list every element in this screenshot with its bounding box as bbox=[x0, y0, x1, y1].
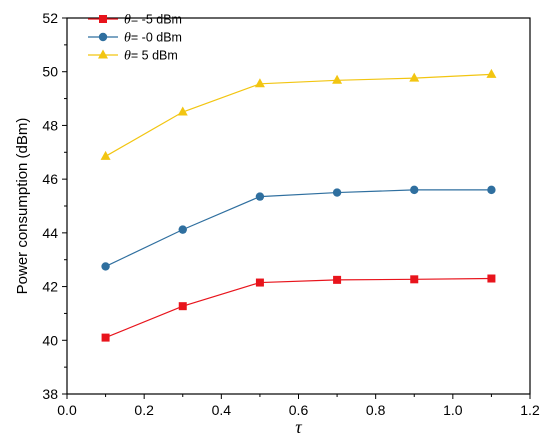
series-3 bbox=[100, 68, 497, 160]
y-tick-label: 46 bbox=[42, 171, 58, 187]
series-layer bbox=[100, 68, 497, 342]
legend-entry: θ= -5 dBm bbox=[88, 13, 182, 28]
data-point bbox=[101, 333, 110, 342]
data-point bbox=[332, 188, 342, 197]
legend-text: = -5 dBm bbox=[131, 13, 182, 27]
legend-marker bbox=[99, 15, 107, 23]
data-point bbox=[178, 225, 187, 234]
data-point bbox=[487, 274, 496, 283]
data-point bbox=[333, 275, 342, 284]
data-point bbox=[486, 68, 497, 78]
y-tick-label: 40 bbox=[42, 332, 58, 348]
x-tick-label: 1.0 bbox=[443, 402, 463, 418]
legend-marker bbox=[98, 49, 108, 59]
series-2 bbox=[101, 185, 496, 271]
x-tick-label: 0.4 bbox=[212, 402, 232, 418]
series-line bbox=[105, 189, 492, 267]
y-tick-label: 50 bbox=[42, 64, 58, 80]
legend-symbol: θ bbox=[124, 49, 131, 64]
data-point bbox=[178, 302, 187, 311]
series-line bbox=[105, 73, 492, 157]
data-point bbox=[410, 185, 419, 195]
data-point bbox=[100, 150, 111, 160]
y-tick-label: 42 bbox=[42, 279, 58, 295]
data-point bbox=[487, 185, 496, 195]
axes: 0.0 0.2 0.4 0.6 0.8 1.0 1.2 38 40 42 44 46 48 50 52 bbox=[42, 10, 540, 418]
legend-label: θ= -5 dBm bbox=[124, 13, 182, 28]
y-tick-label: 44 bbox=[42, 225, 58, 241]
legend-entry: θ= -0 dBm bbox=[88, 31, 182, 46]
data-point bbox=[254, 78, 265, 88]
data-point bbox=[410, 275, 419, 284]
data-point bbox=[332, 74, 343, 84]
legend-text: = -0 dBm bbox=[131, 31, 182, 45]
legend-symbol: θ bbox=[124, 31, 131, 46]
data-point bbox=[409, 72, 420, 82]
legend-entry: θ= 5 dBm bbox=[88, 49, 178, 64]
legend-symbol: θ bbox=[124, 13, 131, 28]
series-line bbox=[105, 277, 492, 339]
x-tick-label: 0.8 bbox=[366, 402, 386, 418]
x-tick-label: 0.0 bbox=[57, 402, 77, 418]
data-point bbox=[255, 278, 264, 287]
y-tick-label: 52 bbox=[42, 10, 58, 26]
x-axis-title: τ bbox=[295, 417, 302, 437]
plot-frame bbox=[66, 17, 531, 395]
x-tick-label: 0.6 bbox=[289, 402, 309, 418]
x-tick-label: 0.2 bbox=[134, 402, 154, 418]
data-point bbox=[255, 192, 265, 201]
series-1 bbox=[101, 274, 496, 342]
y-axis-title: Power consumption (dBm) bbox=[14, 118, 31, 295]
y-tick-label: 38 bbox=[42, 386, 58, 402]
legend-label: θ= -0 dBm bbox=[124, 31, 182, 46]
legend-text: = 5 dBm bbox=[131, 49, 178, 63]
y-tick-label: 48 bbox=[42, 117, 58, 133]
legend-label: θ= 5 dBm bbox=[124, 49, 178, 64]
data-point bbox=[177, 106, 188, 116]
x-tick-label: 1.2 bbox=[520, 402, 540, 418]
legend-marker bbox=[98, 32, 108, 42]
data-point bbox=[101, 262, 110, 271]
